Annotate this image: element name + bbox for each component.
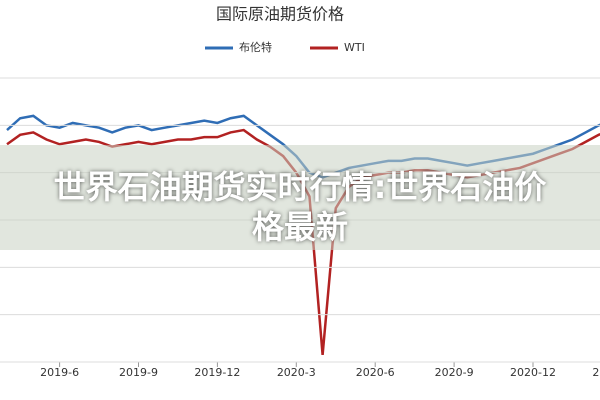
- x-tick-label: 2020-3: [277, 366, 316, 379]
- chart-title: 国际原油期货价格: [216, 5, 344, 24]
- x-tick-label: 2019-6: [40, 366, 79, 379]
- overlay-title: 世界石油期货实时行情:世界石油价格最新: [53, 168, 547, 246]
- legend-label: 布伦特: [239, 40, 272, 54]
- x-tick-label: 2019-9: [119, 366, 158, 379]
- x-tick-label: 2021-3: [592, 366, 600, 379]
- x-tick-label: 2020-12: [510, 366, 556, 379]
- x-tick-label: 2020-9: [435, 366, 474, 379]
- x-tick-label: 2019-12: [194, 366, 240, 379]
- legend-label: WTI: [344, 41, 365, 54]
- x-tick-label: 2020-6: [356, 366, 395, 379]
- overlay-banner: 世界石油期货实时行情:世界石油价格最新: [0, 145, 600, 250]
